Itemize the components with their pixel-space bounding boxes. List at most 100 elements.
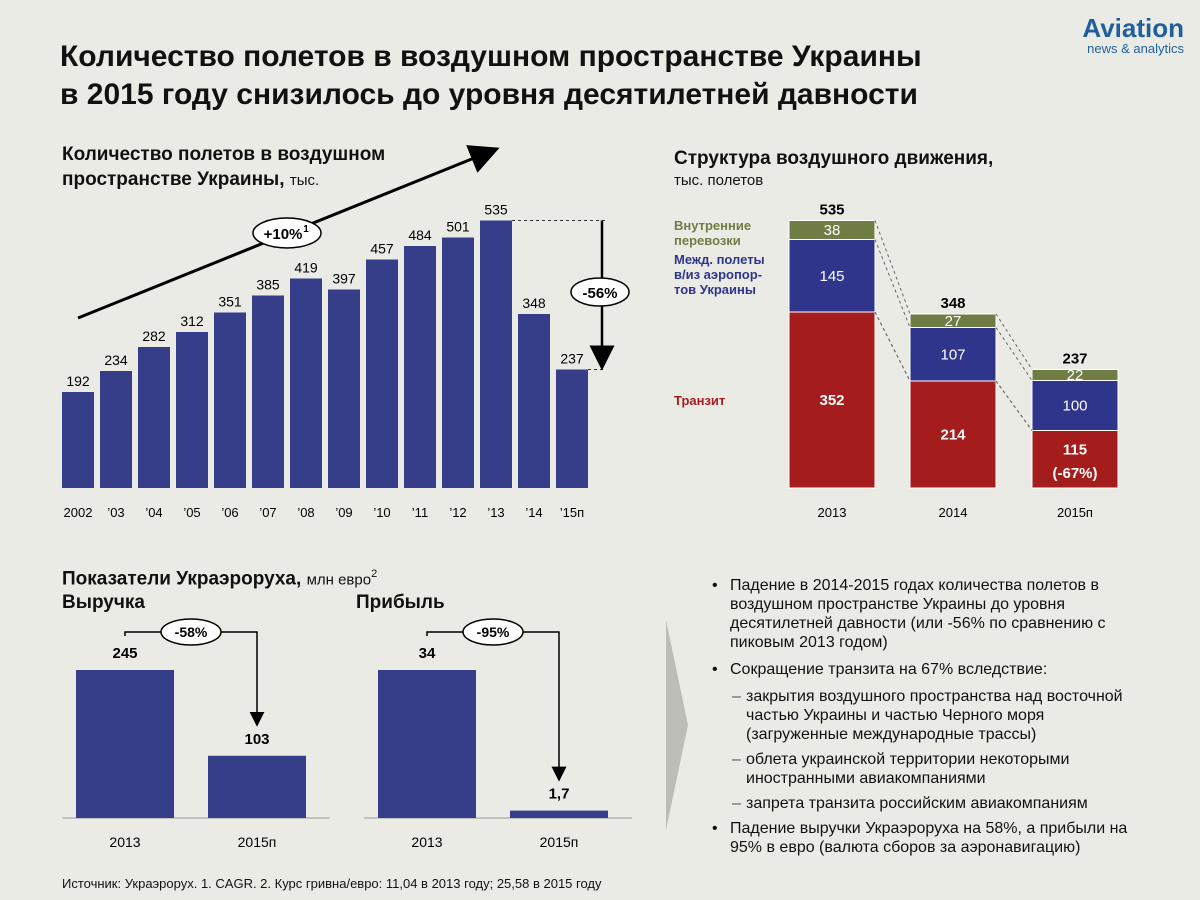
- ukraero-title-text: Показатели Украэроруха,: [62, 568, 302, 590]
- flights-bar: [404, 246, 436, 488]
- structure-value-label: 214: [940, 427, 966, 444]
- structure-segment: [1031, 430, 1119, 489]
- flights-bar: [252, 295, 284, 488]
- flights-value-label: 484: [408, 227, 432, 243]
- structure-segment: [909, 380, 997, 489]
- structure-connector: [995, 327, 1033, 381]
- profit-title: Прибыль: [356, 592, 445, 613]
- structure-value-label: 38: [824, 222, 841, 239]
- ukraero-bar: [76, 670, 174, 818]
- flights-bar: [138, 347, 170, 488]
- structure-connector: [874, 311, 911, 382]
- structure-year-label: 2013: [818, 505, 847, 520]
- logo: Aviation news & analytics: [1082, 14, 1184, 56]
- ukraero-change-badge: [462, 618, 524, 646]
- chart1-title-line2: пространстве Украины,: [62, 169, 285, 190]
- ukraero-bar: [378, 670, 476, 818]
- legend-domestic: перевозки: [674, 233, 741, 248]
- ukraero-value-label: 34: [419, 645, 436, 662]
- ukraero-value-label: 1,7: [549, 786, 570, 803]
- ukraero-charts: 245 2013 103 2015п -58% 34 2013 1,7 2015п -95%: [62, 618, 632, 850]
- structure-segment: [909, 313, 997, 328]
- chart2-unit: тыс. полетов: [674, 172, 764, 189]
- flights-year-label: ’12: [449, 505, 466, 520]
- ukraero-title: Показатели Украэроруха, млн евро2: [62, 562, 377, 592]
- flights-bar: [366, 259, 398, 488]
- ukraero-value-label: 245: [112, 645, 137, 662]
- structure-year-label: 2014: [939, 505, 968, 520]
- flights-value-label: 385: [256, 277, 280, 293]
- flights-year-label: ’08: [297, 505, 314, 520]
- drop-label: -56%: [582, 285, 617, 302]
- structure-connector: [874, 239, 911, 328]
- structure-year-label: 2015п: [1057, 505, 1093, 520]
- legend-intl: в/из аэропор-: [674, 267, 762, 282]
- logo-tagline: news & analytics: [1087, 41, 1184, 56]
- flights-value-label: 312: [180, 313, 204, 329]
- flights-value-label: 457: [370, 241, 394, 257]
- flights-value-label: 419: [294, 260, 318, 276]
- structure-value-label: 107: [940, 346, 965, 363]
- page-title-line1: Количество полетов в воздушном пространс…: [60, 40, 922, 73]
- structure-segment: [1031, 380, 1119, 431]
- flights-year-label: ’07: [259, 505, 276, 520]
- bullet-3: Падение выручки Украэроруха на 58%, а пр…: [708, 819, 1148, 857]
- ukraero-change-badge: [160, 618, 222, 646]
- structure-connector: [995, 313, 1033, 370]
- structure-segment: [788, 220, 876, 240]
- structure-segment: [909, 327, 997, 382]
- structure-total-label: 535: [819, 202, 844, 219]
- structure-total-label: 348: [940, 295, 965, 312]
- ukraero-unit: млн евро: [306, 571, 372, 589]
- flights-year-label: ’06: [221, 505, 238, 520]
- structure-value-label: 115: [1063, 442, 1087, 459]
- flights-value-label: 192: [66, 373, 90, 389]
- ukraero-change-label: -58%: [175, 624, 208, 640]
- flights-value-label: 234: [104, 352, 128, 368]
- page-title: Количество полетов в воздушном пространс…: [60, 38, 960, 114]
- structure-value-label: 100: [1062, 398, 1087, 415]
- flights-value-label: 397: [332, 271, 356, 287]
- flights-bar: [290, 278, 322, 488]
- bullet-1: Падение в 2014-2015 годах количества пол…: [708, 576, 1148, 652]
- drop-badge: [570, 277, 630, 307]
- sub-bullet-3: запрета транзита российским авиакомпания…: [708, 794, 1148, 813]
- legend-intl: тов Украины: [674, 282, 756, 297]
- flights-value-label: 348: [522, 295, 546, 311]
- sub-bullet-2: облета украинской территории некоторыми …: [708, 750, 1148, 788]
- flights-bar: [62, 392, 94, 488]
- flights-year-label: ’11: [412, 505, 428, 520]
- revenue-title: Выручка: [62, 592, 145, 613]
- divider-arrow: [666, 620, 688, 830]
- cagr-sup: 1: [303, 224, 309, 235]
- flights-year-label: ’10: [373, 505, 390, 520]
- legend-transit: Транзит: [674, 393, 725, 408]
- flights-value-label: 237: [560, 351, 584, 367]
- flights-value-label: 351: [218, 294, 242, 310]
- cagr-badge: [252, 217, 322, 249]
- flights-bar: [328, 289, 360, 488]
- chart2-title-text: Структура воздушного движения,: [674, 148, 994, 169]
- flights-year-label: ’04: [145, 505, 162, 520]
- chart1-title: Количество полетов в воздушном пространс…: [62, 142, 385, 193]
- flights-value-label: 535: [484, 202, 508, 218]
- legend-intl: Межд. полеты: [674, 252, 765, 267]
- flights-value-label: 501: [446, 219, 470, 235]
- structure-connector: [995, 380, 1033, 431]
- flights-year-label: ’09: [335, 505, 352, 520]
- flights-bar: [176, 332, 208, 488]
- structure-value-label: 352: [819, 392, 844, 409]
- structure-connector: [874, 220, 911, 315]
- structure-value-label: 22: [1067, 367, 1084, 384]
- structure-value-label: 145: [819, 268, 844, 285]
- legend-domestic: Внутренние: [674, 218, 751, 233]
- ukraero-bar: [208, 755, 306, 818]
- structure-value-label: 27: [945, 313, 962, 330]
- ukraero-year-label: 2013: [411, 834, 442, 850]
- flights-year-label: ’03: [107, 505, 124, 520]
- ukraero-unit-sup: 2: [371, 568, 378, 580]
- bullet-2: Сокращение транзита на 67% вследствие:: [708, 660, 1148, 679]
- flights-year-label: ’13: [487, 505, 504, 520]
- flights-chart: +10% 1 192 2002 234 ’03 282 ’04 312 ’05 351 ’06 385 ’…: [62, 145, 630, 520]
